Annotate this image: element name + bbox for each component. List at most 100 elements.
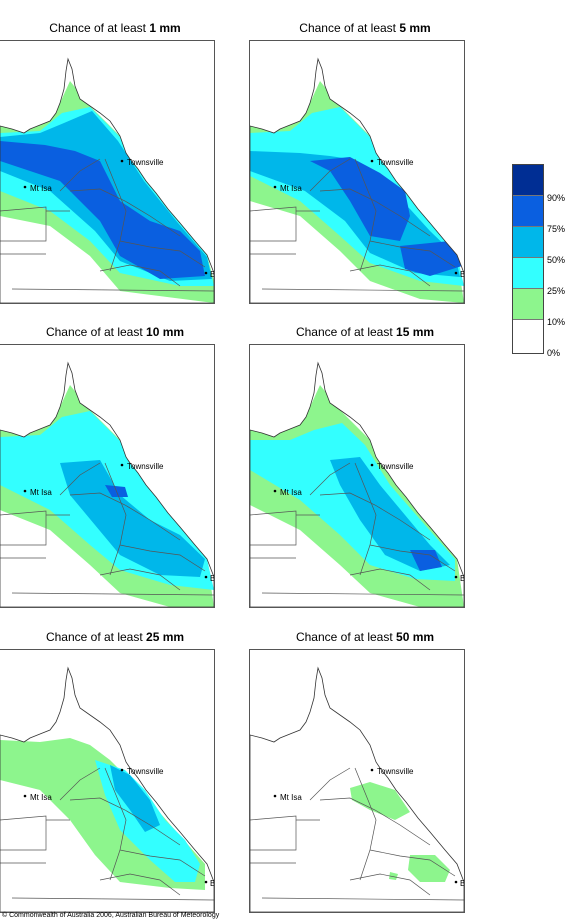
probability-band bbox=[110, 765, 160, 832]
probability-band bbox=[350, 782, 410, 820]
district-border bbox=[59, 767, 101, 801]
district-border bbox=[69, 188, 181, 237]
brisbane-dot bbox=[454, 271, 458, 275]
probability-band bbox=[408, 855, 450, 882]
district-border bbox=[104, 767, 127, 881]
panel-title-15mm: Chance of at least 15 mm bbox=[295, 325, 435, 339]
probability-band bbox=[389, 872, 398, 880]
probability-band bbox=[310, 157, 410, 241]
coastline bbox=[250, 57, 464, 303]
panel-title-25mm: Chance of at least 25 mm bbox=[45, 630, 185, 644]
map-svg: Townsville Mt Isa BRIS bbox=[250, 666, 464, 912]
district-border bbox=[309, 158, 351, 192]
color-legend bbox=[512, 164, 544, 354]
district-border bbox=[319, 797, 431, 846]
map-panel-1mm: Townsville Mt Isa BRIS bbox=[0, 40, 215, 304]
district-border bbox=[261, 288, 464, 292]
district-border bbox=[309, 462, 351, 496]
district-border bbox=[59, 158, 101, 192]
district-border bbox=[349, 264, 431, 287]
district-border bbox=[349, 568, 431, 591]
map-svg: Townsville Mt Isa BRIS bbox=[250, 361, 464, 607]
district-border bbox=[250, 510, 297, 546]
panel-title-1mm: Chance of at least 1 mm bbox=[49, 21, 181, 35]
district-border bbox=[319, 188, 431, 237]
district-border bbox=[369, 240, 456, 268]
map-panel-25mm: Townsville Mt Isa BRIS bbox=[0, 649, 215, 913]
legend-label-75: 75% bbox=[547, 224, 566, 234]
district-border bbox=[104, 462, 127, 576]
legend-band-0 bbox=[513, 320, 543, 353]
townsville-label: Townsville bbox=[377, 767, 414, 776]
district-border bbox=[0, 815, 47, 851]
panel-title-10mm: Chance of at least 10 mm bbox=[45, 325, 185, 339]
district-border bbox=[319, 492, 431, 541]
townsville-label: Townsville bbox=[377, 462, 414, 471]
panel-title-50mm: Chance of at least 50 mm bbox=[295, 630, 435, 644]
legend-label-90: 90% bbox=[547, 193, 566, 203]
townsville-dot bbox=[120, 463, 124, 467]
townsville-label: Townsville bbox=[127, 767, 164, 776]
district-border bbox=[349, 873, 431, 896]
district-border bbox=[11, 592, 214, 596]
brisbane-label: BRIS bbox=[210, 574, 214, 583]
townsville-dot bbox=[370, 463, 374, 467]
district-border bbox=[99, 264, 181, 287]
brisbane-dot bbox=[204, 880, 208, 884]
district-border bbox=[369, 544, 456, 572]
district-border bbox=[11, 897, 214, 901]
brisbane-dot bbox=[204, 271, 208, 275]
coastline bbox=[250, 666, 464, 912]
district-border bbox=[119, 849, 206, 877]
townsville-label: Townsville bbox=[377, 158, 414, 167]
brisbane-label: BRIS bbox=[460, 270, 464, 279]
mt-isa-dot bbox=[273, 489, 277, 493]
legend-band-75 bbox=[513, 196, 543, 227]
mt-isa-label: Mt Isa bbox=[30, 488, 52, 497]
district-border bbox=[261, 592, 464, 596]
copyright-notice: © Commonwealth of Australia 2006, Austra… bbox=[2, 912, 220, 919]
legend-label-10: 10% bbox=[547, 317, 566, 327]
probability-band bbox=[60, 460, 205, 577]
map-svg: Townsville Mt Isa BRIS bbox=[0, 57, 214, 303]
brisbane-label: BRIS bbox=[460, 879, 464, 888]
legend-band-10 bbox=[513, 289, 543, 320]
brisbane-dot bbox=[204, 575, 208, 579]
district-border bbox=[0, 510, 47, 546]
district-border bbox=[354, 158, 377, 272]
mt-isa-label: Mt Isa bbox=[30, 793, 52, 802]
district-border bbox=[250, 815, 297, 851]
brisbane-label: BRIS bbox=[210, 270, 214, 279]
mt-isa-label: Mt Isa bbox=[280, 488, 302, 497]
legend-band-50 bbox=[513, 227, 543, 258]
townsville-dot bbox=[370, 159, 374, 163]
legend-label-25: 25% bbox=[547, 286, 566, 296]
mt-isa-dot bbox=[273, 794, 277, 798]
coastline bbox=[0, 57, 214, 303]
district-border bbox=[369, 849, 456, 877]
legend-band-25 bbox=[513, 258, 543, 289]
district-border bbox=[309, 767, 351, 801]
district-border bbox=[354, 462, 377, 576]
brisbane-label: BRIS bbox=[460, 574, 464, 583]
coastline bbox=[0, 666, 214, 912]
district-border bbox=[69, 797, 181, 846]
townsville-label: Townsville bbox=[127, 462, 164, 471]
mt-isa-dot bbox=[23, 185, 27, 189]
mt-isa-label: Mt Isa bbox=[280, 184, 302, 193]
legend-band-90 bbox=[513, 165, 543, 196]
brisbane-dot bbox=[454, 880, 458, 884]
district-border bbox=[99, 568, 181, 591]
brisbane-dot bbox=[454, 575, 458, 579]
townsville-dot bbox=[120, 768, 124, 772]
district-border bbox=[119, 544, 206, 572]
legend-label-0: 0% bbox=[547, 348, 561, 358]
district-border bbox=[0, 206, 47, 242]
map-panel-50mm: Townsville Mt Isa BRIS bbox=[249, 649, 465, 913]
map-panel-5mm: Townsville Mt Isa BRIS bbox=[249, 40, 465, 304]
townsville-label: Townsville bbox=[127, 158, 164, 167]
district-border bbox=[11, 288, 214, 292]
district-border bbox=[69, 492, 181, 541]
district-border bbox=[250, 206, 297, 242]
district-border bbox=[261, 897, 464, 901]
